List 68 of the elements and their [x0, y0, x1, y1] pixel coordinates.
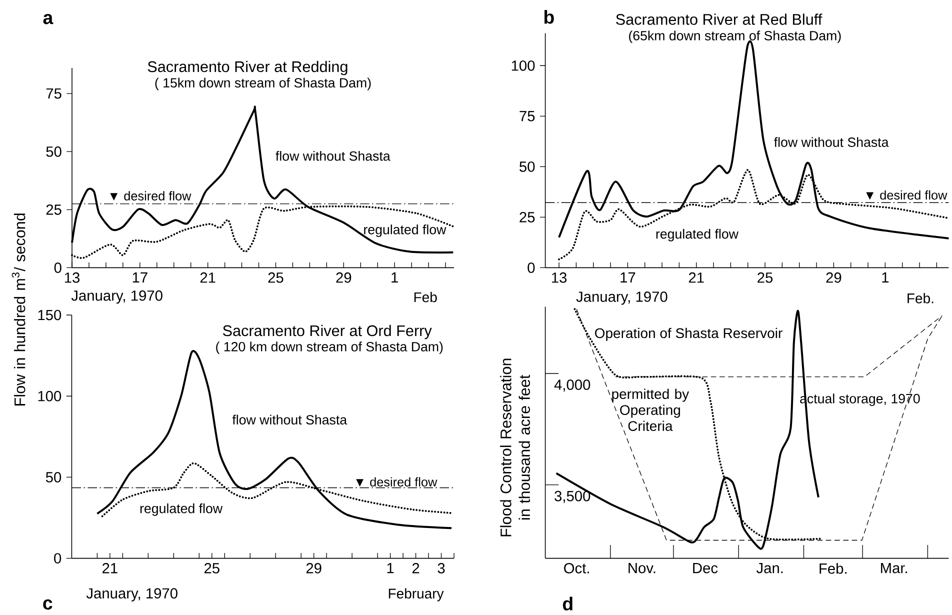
text: ( 120 km down stream of Shasta Dam) — [216, 342, 443, 354]
x-tick-label: 3 — [438, 563, 445, 574]
y-tick-label: 0 — [528, 262, 535, 273]
y-tick-label: 100 — [38, 390, 62, 402]
y-tick-label: 3,500 — [554, 490, 590, 503]
x-tick-label: 21 — [102, 563, 118, 574]
x-tick-label: 29 — [826, 272, 842, 283]
x-axis-title: January, 1970 — [86, 588, 178, 602]
chart-title: Sacramento River at Red Bluff — [616, 14, 822, 25]
chart-subtitle: (65km down stream of Shasta Dam) — [629, 30, 841, 44]
text: d — [562, 596, 572, 610]
series-label: regulated flow — [364, 224, 446, 237]
y-tick-label: 50 — [46, 472, 62, 482]
x-tick-label: 1 — [392, 272, 398, 283]
x-tick-label: Feb. — [820, 563, 846, 574]
y-tick-label: 50 — [520, 161, 535, 172]
text: Operation of Shasta Reservoir — [595, 328, 782, 341]
x-tick-label: 17 — [620, 272, 636, 282]
y-tick-label: 150 — [38, 310, 62, 320]
ref-line-label: ▼ desired flow — [866, 190, 948, 200]
x-axis-title: January, 1970 — [71, 290, 162, 304]
text: c — [43, 599, 52, 610]
x-tick-label: 1 — [387, 563, 394, 574]
y-tick-label: 25 — [46, 204, 62, 215]
series-label: regulated flow — [656, 228, 738, 242]
annotation: permitted by Operating Criteria — [612, 388, 690, 432]
x-tick-label: 21 — [688, 272, 704, 283]
chart-title: Sacramento River at Redding — [148, 60, 348, 76]
y-axis-title: Flow in hundred m$^{3}$/ second — [12, 214, 26, 406]
y-axis-title: Flood Control Reservation in thousand acre feet — [500, 358, 530, 536]
x-tick-label: Nov. — [628, 563, 656, 574]
ref-line-label: ▼ desired flow — [110, 191, 192, 200]
x-tick-label: 29 — [306, 563, 322, 574]
x-tick-label: Mar. — [881, 563, 907, 574]
y-tick-label: 75 — [520, 111, 535, 122]
text: Feb. — [908, 293, 934, 304]
x-tick-label: 17 — [132, 272, 148, 283]
x-tick-label: 1 — [882, 272, 889, 282]
series-label: flow without Shasta — [774, 137, 889, 147]
text: February — [388, 588, 444, 602]
series-label: regulated flow — [140, 503, 223, 516]
y-tick-label: 0 — [54, 553, 62, 564]
x-tick-label: Oct. — [564, 563, 589, 574]
text: Feb — [414, 292, 437, 302]
x-axis-title: January, 1970 — [576, 292, 668, 305]
x-tick-label: 2 — [412, 563, 420, 574]
series-label: flow without Shasta — [276, 150, 390, 161]
x-tick-label: 25 — [758, 272, 773, 283]
text: b — [544, 10, 554, 24]
text: ( 15km down stream of Shasta Dam) — [155, 78, 371, 90]
x-tick-label: Jan. — [756, 563, 783, 574]
x-tick-label: 13 — [552, 272, 567, 283]
text: Sacramento River at Ord Ferry — [222, 324, 432, 340]
text: a — [43, 14, 54, 24]
series-label: flow without Shasta — [232, 414, 348, 425]
ref-line-label: ▼ desired flow — [356, 477, 438, 487]
y-tick-label: 75 — [46, 88, 62, 99]
y-tick-label: 50 — [46, 146, 62, 157]
x-tick-label: 21 — [200, 272, 216, 283]
y-tick-label: 4,000 — [554, 380, 590, 392]
x-tick-label: Dec — [693, 563, 718, 574]
x-tick-label: 29 — [336, 272, 352, 283]
x-tick-label: 25 — [204, 563, 220, 574]
y-tick-label: 100 — [512, 60, 535, 71]
x-tick-label: 13 — [64, 272, 80, 283]
y-tick-label: 25 — [520, 212, 535, 222]
x-tick-label: 25 — [268, 272, 284, 283]
y-tick-label: 0 — [54, 262, 62, 273]
